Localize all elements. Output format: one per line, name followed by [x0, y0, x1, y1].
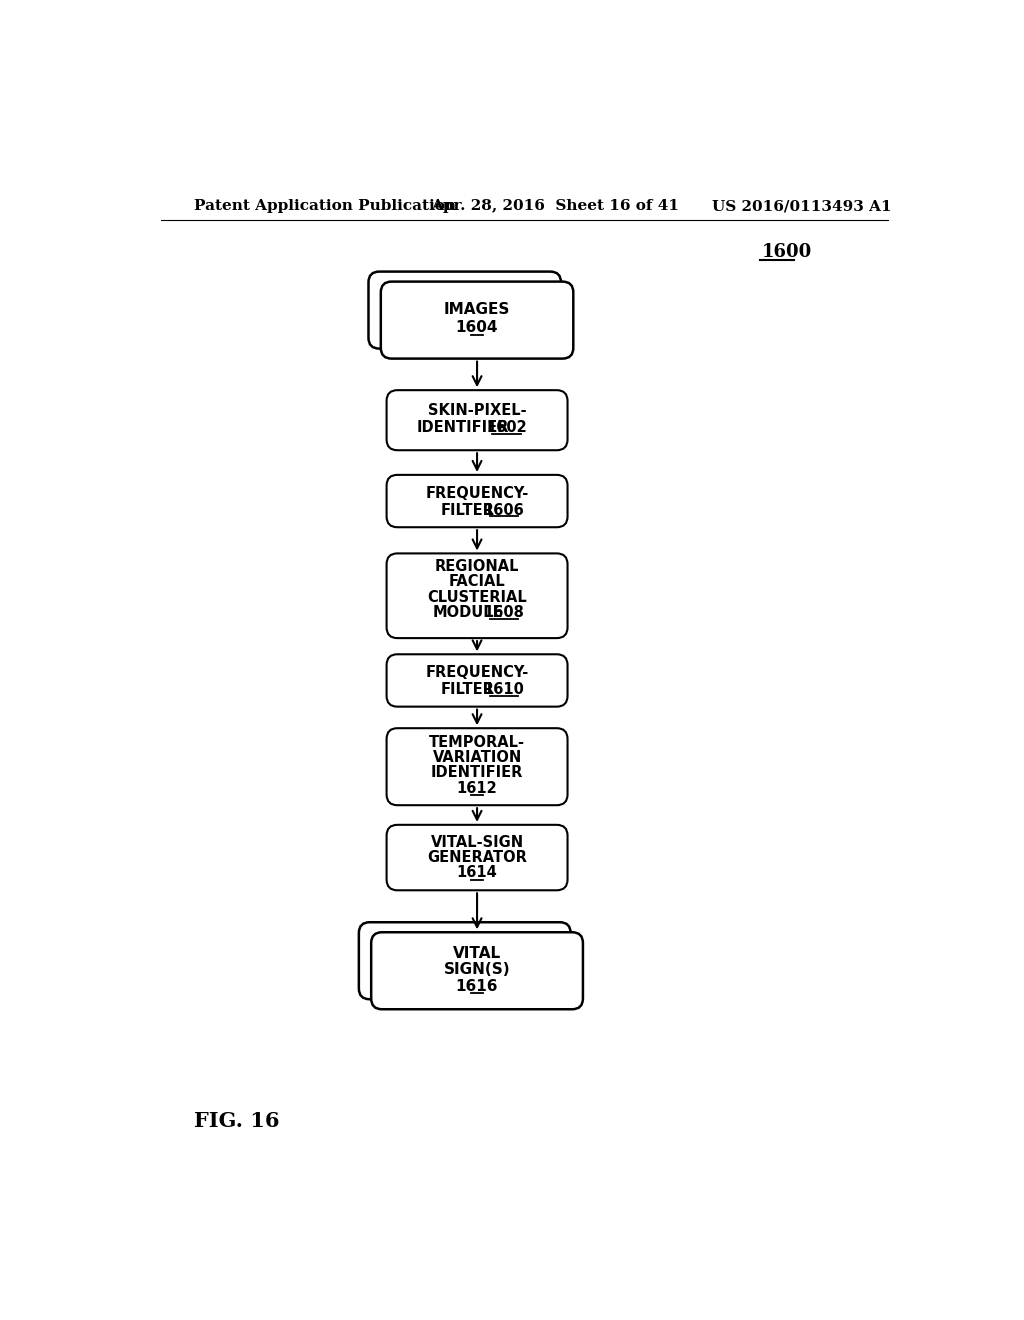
Text: IDENTIFIER: IDENTIFIER: [417, 420, 509, 436]
FancyBboxPatch shape: [381, 281, 573, 359]
FancyBboxPatch shape: [371, 932, 583, 1010]
FancyBboxPatch shape: [387, 475, 567, 527]
Text: 1608: 1608: [483, 605, 524, 620]
Text: US 2016/0113493 A1: US 2016/0113493 A1: [712, 199, 892, 213]
Text: Patent Application Publication: Patent Application Publication: [194, 199, 456, 213]
FancyBboxPatch shape: [387, 391, 567, 450]
FancyBboxPatch shape: [387, 729, 567, 805]
Text: VITAL: VITAL: [453, 946, 501, 961]
FancyBboxPatch shape: [358, 923, 570, 999]
Text: MODULE: MODULE: [432, 605, 503, 620]
Text: FREQUENCY-: FREQUENCY-: [425, 486, 528, 500]
FancyBboxPatch shape: [387, 553, 567, 638]
Text: FACIAL: FACIAL: [449, 574, 506, 590]
Text: 1602: 1602: [486, 420, 526, 436]
Text: 1600: 1600: [762, 243, 812, 261]
Text: IMAGES: IMAGES: [443, 302, 510, 317]
FancyBboxPatch shape: [387, 825, 567, 890]
Text: 1612: 1612: [457, 780, 498, 796]
Text: FILTER: FILTER: [441, 503, 495, 517]
Text: 1604: 1604: [456, 321, 499, 335]
Text: IDENTIFIER: IDENTIFIER: [431, 766, 523, 780]
Text: FILTER: FILTER: [441, 682, 495, 697]
Text: SIGN(S): SIGN(S): [443, 962, 510, 977]
Text: 1614: 1614: [457, 866, 498, 880]
Text: SKIN-PIXEL-: SKIN-PIXEL-: [428, 404, 526, 418]
Text: FREQUENCY-: FREQUENCY-: [425, 665, 528, 680]
Text: 1616: 1616: [456, 978, 499, 994]
Text: GENERATOR: GENERATOR: [427, 850, 527, 865]
Text: VARIATION: VARIATION: [432, 750, 521, 766]
Text: FIG. 16: FIG. 16: [194, 1111, 280, 1131]
Text: 1610: 1610: [483, 682, 524, 697]
Text: VITAL-SIGN: VITAL-SIGN: [430, 834, 523, 850]
FancyBboxPatch shape: [369, 272, 561, 348]
Text: TEMPORAL-: TEMPORAL-: [429, 734, 525, 750]
Text: REGIONAL: REGIONAL: [435, 558, 519, 574]
Text: CLUSTERIAL: CLUSTERIAL: [427, 590, 527, 605]
Text: Apr. 28, 2016  Sheet 16 of 41: Apr. 28, 2016 Sheet 16 of 41: [431, 199, 679, 213]
FancyBboxPatch shape: [387, 655, 567, 706]
Text: 1606: 1606: [483, 503, 524, 517]
